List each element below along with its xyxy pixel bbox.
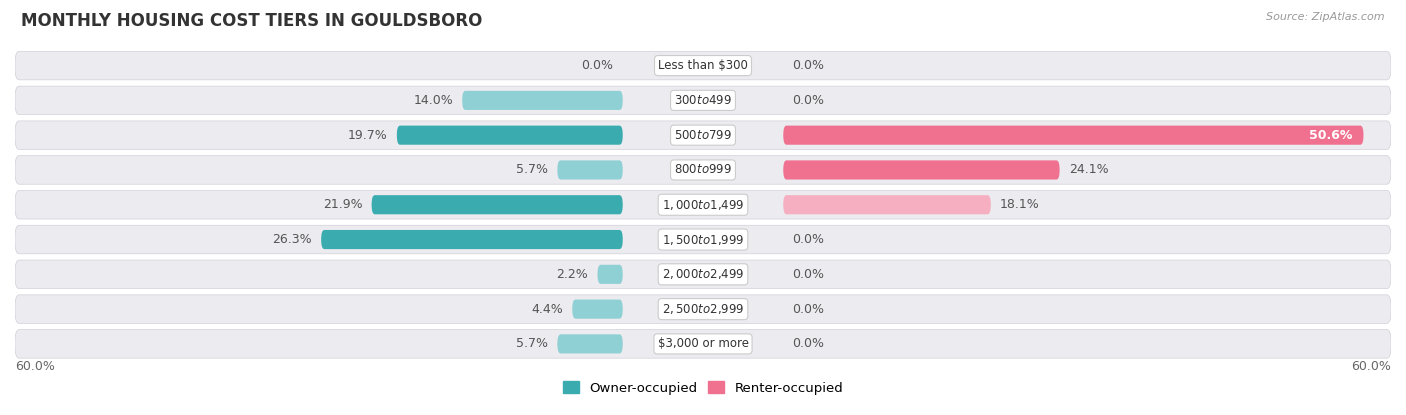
Text: $300 to $499: $300 to $499: [673, 94, 733, 107]
FancyBboxPatch shape: [557, 334, 623, 354]
Text: 50.6%: 50.6%: [1309, 129, 1353, 142]
Text: 0.0%: 0.0%: [793, 268, 824, 281]
Legend: Owner-occupied, Renter-occupied: Owner-occupied, Renter-occupied: [558, 376, 848, 400]
Text: 0.0%: 0.0%: [793, 303, 824, 316]
Text: 60.0%: 60.0%: [1351, 360, 1391, 373]
Text: $500 to $799: $500 to $799: [673, 129, 733, 142]
Text: 21.9%: 21.9%: [323, 198, 363, 211]
FancyBboxPatch shape: [396, 126, 623, 145]
Text: 0.0%: 0.0%: [793, 94, 824, 107]
Text: 60.0%: 60.0%: [15, 360, 55, 373]
Text: $2,500 to $2,999: $2,500 to $2,999: [662, 302, 744, 316]
Text: Less than $300: Less than $300: [658, 59, 748, 72]
Text: Source: ZipAtlas.com: Source: ZipAtlas.com: [1267, 12, 1385, 22]
FancyBboxPatch shape: [15, 51, 1391, 80]
Text: 18.1%: 18.1%: [1000, 198, 1039, 211]
FancyBboxPatch shape: [463, 91, 623, 110]
Text: MONTHLY HOUSING COST TIERS IN GOULDSBORO: MONTHLY HOUSING COST TIERS IN GOULDSBORO: [21, 12, 482, 30]
FancyBboxPatch shape: [15, 225, 1391, 254]
Text: 2.2%: 2.2%: [557, 268, 588, 281]
Text: 26.3%: 26.3%: [273, 233, 312, 246]
FancyBboxPatch shape: [598, 265, 623, 284]
FancyBboxPatch shape: [15, 295, 1391, 323]
FancyBboxPatch shape: [783, 126, 1364, 145]
Text: 4.4%: 4.4%: [531, 303, 564, 316]
FancyBboxPatch shape: [15, 260, 1391, 288]
Text: $2,000 to $2,499: $2,000 to $2,499: [662, 267, 744, 281]
Text: 14.0%: 14.0%: [413, 94, 453, 107]
FancyBboxPatch shape: [15, 121, 1391, 149]
FancyBboxPatch shape: [15, 156, 1391, 184]
Text: 19.7%: 19.7%: [347, 129, 388, 142]
Text: $800 to $999: $800 to $999: [673, 164, 733, 176]
Text: 0.0%: 0.0%: [793, 59, 824, 72]
FancyBboxPatch shape: [783, 160, 1060, 180]
FancyBboxPatch shape: [572, 300, 623, 319]
FancyBboxPatch shape: [321, 230, 623, 249]
FancyBboxPatch shape: [557, 160, 623, 180]
Text: 0.0%: 0.0%: [793, 337, 824, 350]
Text: 24.1%: 24.1%: [1069, 164, 1108, 176]
FancyBboxPatch shape: [371, 195, 623, 214]
FancyBboxPatch shape: [15, 190, 1391, 219]
Text: 5.7%: 5.7%: [516, 164, 548, 176]
Text: $1,500 to $1,999: $1,500 to $1,999: [662, 232, 744, 247]
FancyBboxPatch shape: [15, 86, 1391, 115]
Text: 5.7%: 5.7%: [516, 337, 548, 350]
Text: $3,000 or more: $3,000 or more: [658, 337, 748, 350]
Text: 0.0%: 0.0%: [582, 59, 613, 72]
FancyBboxPatch shape: [783, 195, 991, 214]
FancyBboxPatch shape: [15, 330, 1391, 358]
Text: 0.0%: 0.0%: [793, 233, 824, 246]
Text: $1,000 to $1,499: $1,000 to $1,499: [662, 198, 744, 212]
